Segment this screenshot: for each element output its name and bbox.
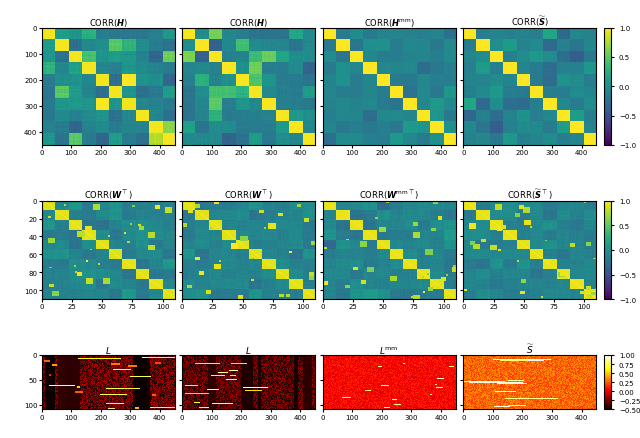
Title: CORR($\widetilde{\boldsymbol{S}}$): CORR($\widetilde{\boldsymbol{S}}$) [511, 14, 548, 28]
Title: $L$: $L$ [105, 344, 111, 355]
Title: CORR($\boldsymbol{W}^\top$): CORR($\boldsymbol{W}^\top$) [84, 188, 132, 201]
Title: $L^\mathrm{mm}$: $L^\mathrm{mm}$ [380, 344, 399, 355]
Title: CORR($\boldsymbol{H}$): CORR($\boldsymbol{H}$) [89, 17, 127, 28]
Title: CORR($\widetilde{\boldsymbol{S}}^\top$): CORR($\widetilde{\boldsymbol{S}}^\top$) [507, 187, 553, 201]
Title: $\widetilde{S}$: $\widetilde{S}$ [525, 342, 534, 355]
Title: CORR($\boldsymbol{W}^{\mathrm{mm}\top}$): CORR($\boldsymbol{W}^{\mathrm{mm}\top}$) [359, 188, 419, 201]
Title: CORR($\boldsymbol{W}^\top$): CORR($\boldsymbol{W}^\top$) [224, 188, 273, 201]
Title: $L$: $L$ [246, 344, 252, 355]
Title: CORR($\boldsymbol{H}^\mathrm{mm}$): CORR($\boldsymbol{H}^\mathrm{mm}$) [364, 17, 415, 28]
Title: CORR($\boldsymbol{H}$): CORR($\boldsymbol{H}$) [229, 17, 268, 28]
